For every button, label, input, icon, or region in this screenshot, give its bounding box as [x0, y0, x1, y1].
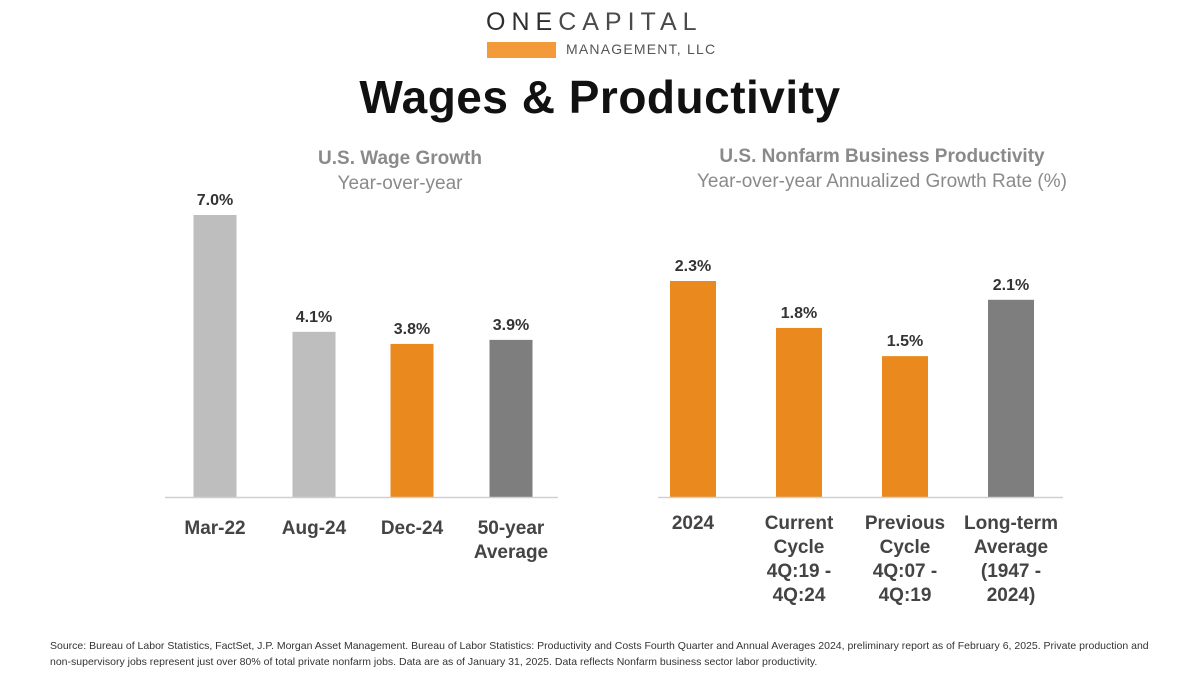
source-footnote: Source: Bureau of Labor Statistics, Fact… [50, 640, 1149, 668]
logo-text-capital: CAPITAL [558, 8, 703, 36]
wage-value-label-1: 4.1% [296, 309, 332, 326]
wage-value-label-2: 3.8% [394, 321, 430, 338]
productivity-value-label-1: 1.8% [781, 305, 817, 322]
wage-bar-3 [489, 339, 533, 497]
productivity-category-label-3: Long-term Average (1947 -2024) [964, 513, 1058, 606]
productivity-chart-title: U.S. Nonfarm Business Productivity [719, 146, 1045, 167]
productivity-category-label-2: Previous Cycle 4Q:07 -4Q:19 [865, 513, 945, 606]
wage-category-label-0: Mar-22 [184, 518, 245, 539]
productivity-bar-3 [988, 299, 1034, 497]
wage-bar-0 [193, 215, 237, 497]
wage-category-label-3: 50-year Average [474, 518, 548, 563]
wage-value-label-3: 3.9% [493, 317, 529, 334]
wage-growth-chart: 7.0% Mar-22 4.1% Aug-24 3.8% Dec-24 3.9% 50-yea… [165, 192, 558, 563]
productivity-chart-subtitle: Year-over-year Annualized Growth Rate (%… [697, 171, 1067, 192]
logo-text-one: ONE [486, 8, 559, 36]
wage-category-label-1: Aug-24 [282, 518, 347, 539]
wage-value-label-0: 7.0% [197, 192, 233, 209]
company-logo: ONECAPITAL MANAGEMENT, LLC [486, 8, 717, 58]
logo-orange-bar [487, 42, 556, 58]
productivity-chart: 2.3% 2024 1.8% Current Cycle 4Q:19 -4Q:24 1.5%… [658, 258, 1063, 606]
productivity-bar-0 [670, 281, 716, 497]
wage-category-label-2: Dec-24 [381, 518, 444, 539]
productivity-bar-1 [776, 327, 822, 497]
logo-subtitle: MANAGEMENT, LLC [566, 41, 717, 57]
productivity-value-label-2: 1.5% [887, 333, 923, 350]
productivity-bar-2 [882, 356, 928, 497]
wage-chart-subtitle: Year-over-year [337, 173, 463, 194]
productivity-category-label-1: Current Cycle 4Q:19 -4Q:24 [765, 513, 834, 606]
productivity-value-label-3: 2.1% [993, 277, 1029, 294]
wage-bar-1 [292, 331, 336, 497]
wage-chart-title: U.S. Wage Growth [318, 148, 482, 169]
productivity-value-label-0: 2.3% [675, 258, 711, 275]
page-title: Wages & Productivity [359, 71, 841, 123]
productivity-category-label-0: 2024 [672, 513, 715, 534]
wage-bar-2 [390, 343, 434, 497]
